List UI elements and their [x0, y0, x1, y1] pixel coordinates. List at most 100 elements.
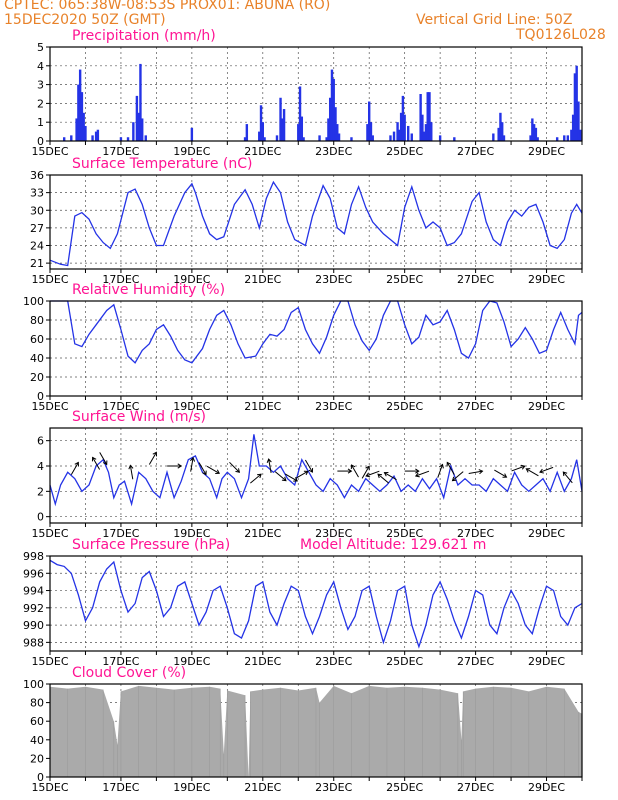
y-tick-label: 33: [30, 187, 44, 200]
y-tick-label: 20: [30, 371, 44, 384]
y-tick-label: 4: [37, 460, 44, 473]
wind-arrow: [494, 469, 508, 478]
precip-bar: [421, 114, 424, 141]
wind-arrow: [562, 471, 573, 484]
y-tick-label: 100: [23, 295, 44, 308]
y-tick-label: 998: [23, 550, 44, 563]
wind-arrow-head: [177, 463, 183, 469]
wind-arrow-shaft: [250, 473, 262, 484]
wind-arrow-head: [308, 468, 314, 473]
wind-arrow: [250, 473, 262, 484]
series-line: [50, 300, 583, 364]
wind-arrow-shaft: [92, 457, 101, 470]
wind-arrow: [304, 459, 314, 473]
x-tick-label: 15DEC: [31, 145, 68, 158]
precip-bar: [555, 137, 559, 141]
wind-arrow: [365, 470, 380, 478]
wind-arrow-head: [502, 473, 508, 478]
wind-arrow: [148, 451, 158, 465]
precip-bar: [492, 133, 495, 141]
panel-frame: [49, 174, 583, 270]
x-tick-label: 23DEC: [315, 273, 352, 286]
wind-arrow: [206, 465, 221, 474]
wind-arrow-head: [525, 468, 531, 473]
panel-4: 0 2 4 6 15DEC 17DEC 19DEC 21DEC 23DEC 25DEC 27DEC 2…: [31, 409, 583, 540]
wind-arrow: [451, 471, 464, 482]
wind-arrow-shaft: [206, 465, 220, 474]
precip-bar: [529, 135, 532, 141]
x-tick-label: 23DEC: [315, 527, 352, 540]
precip-bar: [501, 122, 504, 141]
wind-arrow: [361, 465, 370, 479]
precip-bar: [328, 97, 332, 141]
precip-bar: [141, 118, 144, 141]
panel-frame: [49, 555, 583, 652]
precip-bar: [575, 65, 578, 141]
wind-arrow-head: [91, 456, 97, 462]
precip-bar: [96, 129, 100, 141]
precip-bar: [144, 135, 147, 141]
wind-arrow: [539, 466, 554, 474]
precip-bar: [407, 125, 410, 141]
precip-bar: [298, 86, 302, 141]
y-tick-label: 36: [30, 169, 44, 182]
precip-bar: [126, 137, 130, 141]
y-tick-label: 3: [37, 79, 44, 92]
wind-arrow-head: [377, 473, 383, 479]
panel-title: Surface Pressure (hPa): [72, 537, 230, 553]
wind-arrow-shaft: [361, 466, 370, 479]
precip-bar: [337, 133, 341, 141]
y-tick-label: 0: [37, 135, 44, 148]
y-tick-label: 0: [37, 390, 44, 403]
x-tick-label: 17DEC: [102, 781, 139, 794]
precip-bar: [497, 127, 500, 141]
wind-arrow-shaft: [494, 469, 507, 478]
precip-bar: [190, 127, 194, 141]
precip-bar: [350, 137, 353, 141]
precip-bar: [399, 112, 403, 141]
wind-arrow-head: [414, 472, 420, 478]
x-tick-label: 21DEC: [244, 145, 281, 158]
precip-bar: [410, 133, 413, 141]
y-tick-label: 80: [30, 314, 44, 327]
x-tick-label: 17DEC: [102, 527, 139, 540]
precip-bar: [424, 124, 428, 141]
header-line1: CPTEC: 065:38W-08:53S PROX01: ABUNA (RO): [4, 0, 331, 13]
precip-bar: [453, 137, 456, 141]
wind-arrow: [190, 456, 196, 472]
y-tick-label: 5: [37, 41, 44, 54]
x-tick-label: 23DEC: [315, 400, 352, 413]
precip-bar: [419, 94, 422, 141]
x-tick-label: 17DEC: [102, 273, 139, 286]
precip-bar: [330, 69, 334, 141]
x-tick-label: 29DEC: [528, 400, 565, 413]
panel-1: 0 1 2 3 4 5 15DEC 17DEC 19DEC 21DEC 23DEC 25DEC 27DE…: [31, 28, 583, 158]
panel-frame: [49, 427, 583, 524]
wind-arrow: [337, 468, 353, 474]
y-tick-label: 60: [30, 715, 44, 728]
precip-bar: [438, 135, 442, 141]
wind-arrow-head: [257, 473, 262, 479]
wind-arrow-head: [128, 464, 134, 470]
y-tick-label: 992: [23, 602, 44, 615]
precip-bar: [401, 95, 405, 141]
wind-arrow: [511, 464, 526, 472]
wind-arrow-head: [415, 468, 420, 474]
wind-arrow-head: [266, 458, 272, 463]
panel-2: 21 24 27 30 33 36 15DEC 17DEC 19DEC 21DEC 23DEC 25D…: [30, 156, 583, 286]
series-line: [49, 559, 583, 649]
wind-arrow-shaft: [148, 452, 157, 465]
panel-5: 988 990 992 994 996 998 15DEC 17DEC 19DEC 21DEC 23…: [23, 537, 583, 668]
panel-title: Relative Humidity (%): [72, 282, 225, 298]
precip-bar: [366, 124, 369, 141]
x-tick-label: 27DEC: [457, 273, 494, 286]
wind-arrow: [350, 464, 359, 478]
wind-arrow-shaft: [268, 459, 272, 473]
x-tick-label: 29DEC: [528, 273, 565, 286]
wind-arrow: [404, 468, 420, 474]
precip-bar: [245, 124, 249, 141]
wind-arrow-shaft: [446, 462, 455, 475]
x-tick-label: 29DEC: [528, 145, 565, 158]
precip-bar: [302, 137, 305, 141]
wind-arrow: [128, 464, 134, 480]
